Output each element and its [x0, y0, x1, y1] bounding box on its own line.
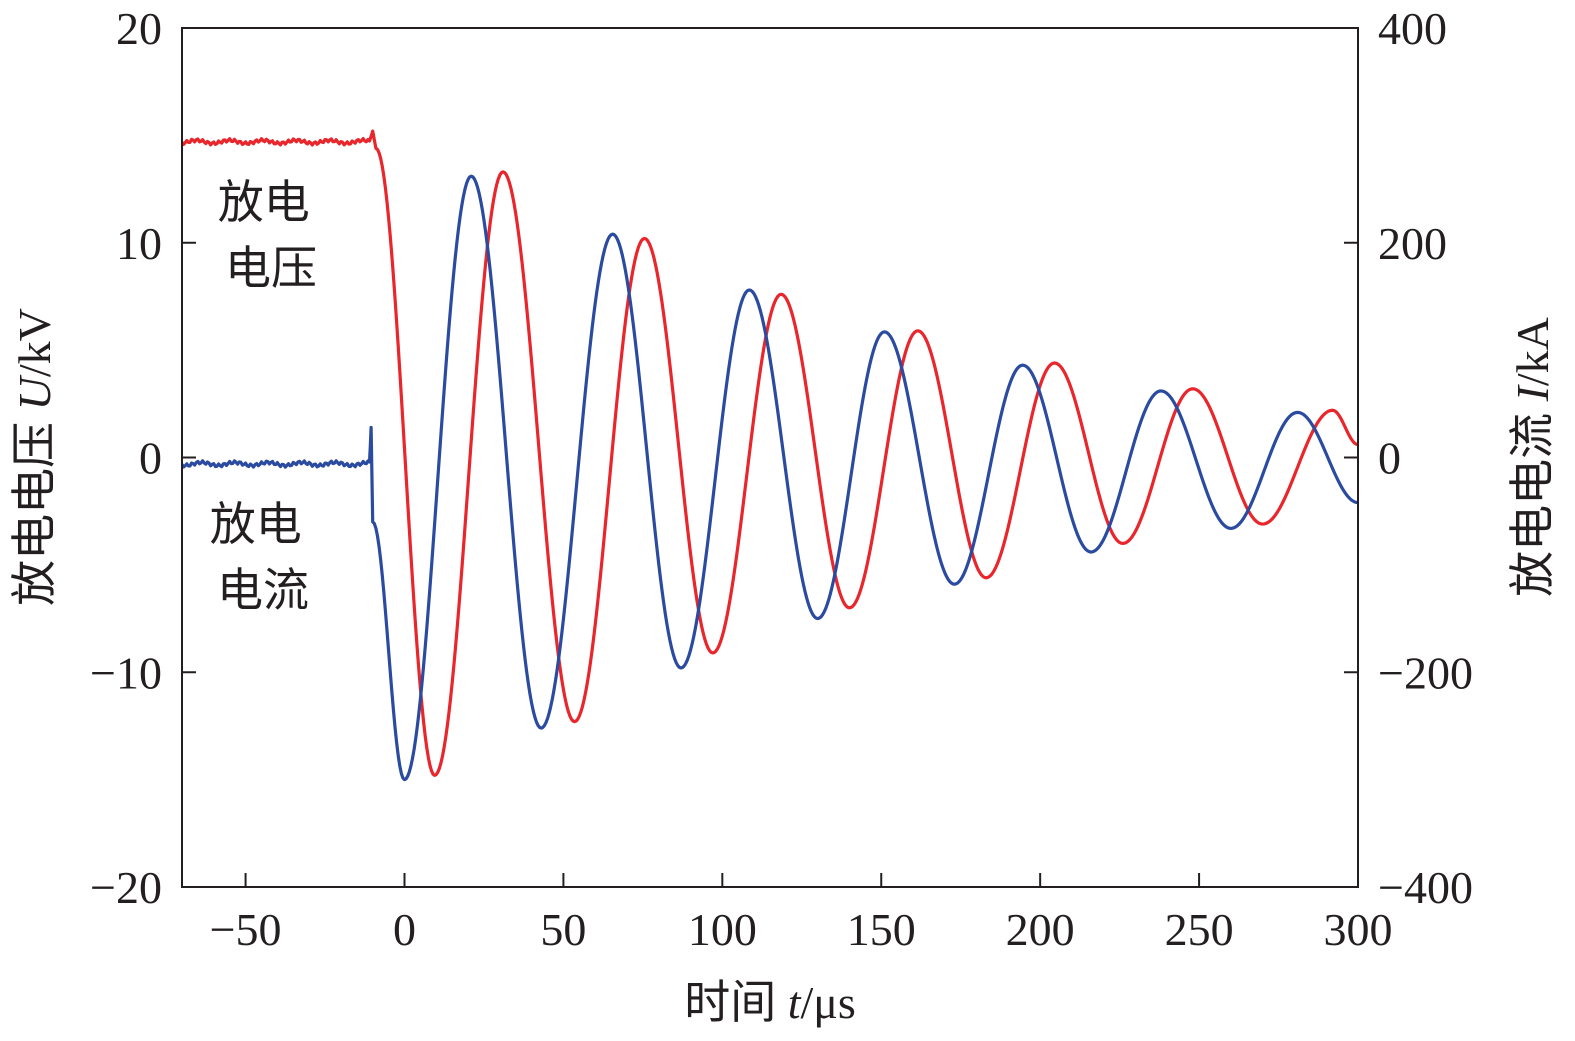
y-right-tick-label: 400: [1378, 3, 1447, 54]
x-tick-label: 0: [393, 904, 416, 955]
x-tick-label: 50: [540, 904, 586, 955]
y-right-axis-title: 放电电流 I/kA: [1507, 317, 1558, 597]
x-tick-label: −50: [210, 904, 282, 955]
current-series-line: [182, 174, 1358, 782]
series-layer: [182, 129, 1358, 782]
y-axis-left: −20 −10 0 10 20: [90, 3, 196, 913]
y-left-tick-label: 10: [116, 218, 162, 269]
x-tick-label: 200: [1006, 904, 1075, 955]
y-axis-right: −400 −200 0 200 400: [1344, 3, 1473, 913]
voltage-series-line: [182, 129, 1358, 777]
y-right-tick-label: 0: [1378, 433, 1401, 484]
voltage-annotation: 放电 电压: [218, 175, 325, 295]
x-tick-label: 150: [847, 904, 916, 955]
plot-frame: [181, 27, 1359, 888]
x-tick-label: 250: [1165, 904, 1234, 955]
y-right-tick-label: 200: [1378, 218, 1447, 269]
y-left-tick-label: −20: [90, 862, 162, 913]
x-axis-title: 时间 t/μs: [684, 977, 856, 1028]
y-left-tick-label: −10: [90, 647, 162, 698]
y-right-tick-label: −200: [1378, 647, 1473, 698]
x-tick-label: 100: [688, 904, 757, 955]
x-axis: −50 0 50 100 150 200 250 300: [210, 873, 1393, 955]
y-right-tick-label: −400: [1378, 862, 1473, 913]
y-left-axis-title: 放电电压 U/kV: [9, 308, 60, 606]
x-tick-label: 300: [1324, 904, 1393, 955]
current-annotation: 放电 电流: [210, 497, 317, 617]
y-left-tick-label: 20: [116, 3, 162, 54]
y-left-tick-label: 0: [139, 433, 162, 484]
